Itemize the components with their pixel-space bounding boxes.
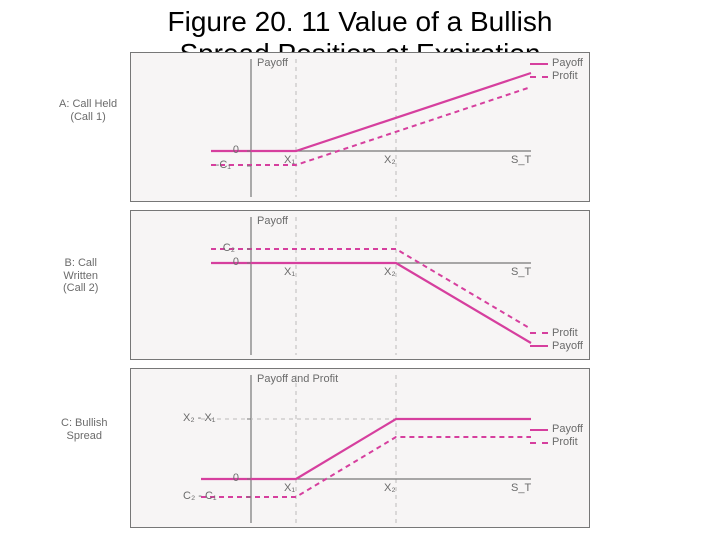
y-tick-label: C₂ xyxy=(207,242,235,255)
legend: PayoffProfit xyxy=(530,57,583,83)
x-tick-label: X₂ xyxy=(384,266,396,279)
profit-swatch xyxy=(530,76,548,78)
panels-container: PayoffA: Call Held (Call 1)0-C₁X₁X₂S_TPa… xyxy=(130,52,590,536)
x-tick-label: X₁ xyxy=(284,266,295,279)
legend-row-payoff: Payoff xyxy=(530,423,583,436)
legend-row-profit: Profit xyxy=(530,327,583,340)
y-tick-label: 0 xyxy=(211,144,239,157)
profit-swatch xyxy=(530,332,548,334)
x-tick-label: S_T xyxy=(511,266,531,279)
x-tick-label: X₂ xyxy=(384,482,396,495)
y-axis-title: Payoff and Profit xyxy=(257,373,338,385)
y-tick-label: -C₁ xyxy=(203,159,231,172)
legend: PayoffProfit xyxy=(530,423,583,449)
y-axis-title: Payoff xyxy=(257,57,288,69)
payoff-swatch xyxy=(530,63,548,65)
x-tick-label: S_T xyxy=(511,154,531,167)
legend-row-payoff: Payoff xyxy=(530,57,583,70)
y-tick-label: C₂ - C₁ xyxy=(183,490,211,503)
legend-row-profit: Profit xyxy=(530,436,583,449)
payoff-swatch xyxy=(530,429,548,431)
legend: ProfitPayoff xyxy=(530,327,583,353)
x-tick-label: X₂ xyxy=(384,154,396,167)
x-tick-label: X₁ xyxy=(284,482,295,495)
legend-label-profit: Profit xyxy=(552,436,578,449)
y-tick-label: 0 xyxy=(211,472,239,485)
y-tick-label: X₂ - X₁ xyxy=(183,412,211,425)
legend-label-payoff: Payoff xyxy=(552,423,583,436)
x-tick-label: X₁ xyxy=(284,154,295,167)
y-tick-label: 0 xyxy=(211,256,239,269)
legend-label-payoff: Payoff xyxy=(552,57,583,70)
title-line-1: Figure 20. 11 Value of a Bullish xyxy=(168,6,553,37)
legend-row-payoff: Payoff xyxy=(530,340,583,353)
payoff-swatch xyxy=(530,345,548,347)
profit-swatch xyxy=(530,442,548,444)
panel-a: PayoffA: Call Held (Call 1)0-C₁X₁X₂S_TPa… xyxy=(130,52,590,202)
legend-label-profit: Profit xyxy=(552,327,578,340)
panel-c: Payoff and ProfitC: Bullish SpreadX₂ - X… xyxy=(130,368,590,528)
panel-b: PayoffB: Call Written (Call 2)C₂0X₁X₂S_T… xyxy=(130,210,590,360)
y-axis-title: Payoff xyxy=(257,215,288,227)
legend-row-profit: Profit xyxy=(530,70,583,83)
chart-svg xyxy=(131,369,591,529)
panel-label: A: Call Held (Call 1) xyxy=(59,98,117,123)
panel-label: B: Call Written (Call 2) xyxy=(63,257,98,295)
legend-label-profit: Profit xyxy=(552,70,578,83)
panel-label: C: Bullish Spread xyxy=(61,417,107,442)
chart-svg xyxy=(131,211,591,361)
x-tick-label: S_T xyxy=(511,482,531,495)
chart-svg xyxy=(131,53,591,203)
legend-label-payoff: Payoff xyxy=(552,340,583,353)
